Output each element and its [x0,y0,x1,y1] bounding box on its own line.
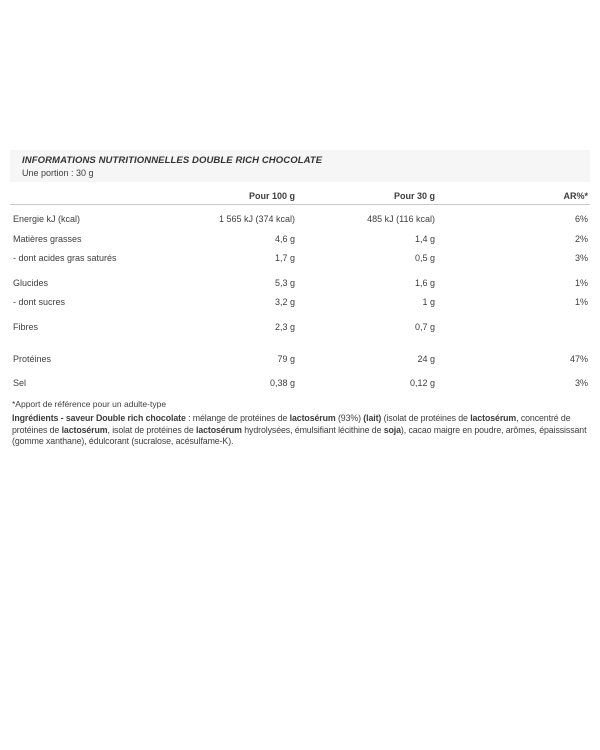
column-header-ar-percent: AR%* [563,191,588,201]
ingredient-segment-bold: soja [383,424,401,435]
cell-per100: 5,3 g [274,278,295,288]
ingredient-segment: (isolat de protéines de [381,413,471,423]
cell-per30: 24 g [417,354,435,364]
cell-label: Fibres [13,322,39,332]
cell-label: Energie kJ (kcal) [13,214,81,224]
panel-header: INFORMATIONS NUTRITIONNELLES DOUBLE RICH… [10,150,590,182]
column-header-nutrient [10,190,153,202]
cell-ar: 1% [574,297,588,307]
ingredient-segment: hydrolysées, émulsifiant lécithine de [241,424,384,435]
table-row: Protéines 79 g 24 g 47% [10,353,590,365]
reference-footnote: *Apport de référence pour un adulte-type [12,399,167,409]
table-row: Sel 0,38 g 0,12 g 3% [10,377,590,389]
cell-label: Glucides [13,278,49,288]
cell-per30: 0,5 g [414,253,435,263]
ingredient-segment: , concentré de protéines de [12,413,571,435]
ingredient-segment-bold: lactosérum [61,424,108,435]
ingredient-segment-bold: Ingrédients - saveur Double rich chocola… [12,413,186,423]
ingredient-segment: ), cacao maigre en poudre, arômes, épais… [12,424,587,447]
portion-info: Une portion : 30 g [22,168,94,178]
ingredient-segment-bold: lactosérum [195,424,242,435]
cell-per30: 1,4 g [414,234,435,244]
cell-label: - dont acides gras saturés [13,253,117,263]
cell-label: Matières grasses [13,234,82,244]
table-body: Energie kJ (kcal) 1 565 kJ (374 kcal) 485 … [10,213,590,389]
table-row: Glucides 5,3 g 1,6 g 1% [10,277,590,289]
ingredient-segment: : mélange de protéines de [185,413,290,423]
cell-ar: 2% [574,234,588,244]
cell-label: Sel [13,378,27,388]
cell-ar [435,321,590,333]
cell-per100: 79 g [277,354,295,364]
table-header-row: Pour 100 g Pour 30 g AR%* [10,182,590,205]
cell-per30: 485 kJ (116 kcal) [367,214,435,224]
ingredient-segment: , isolat de protéines de [107,424,196,435]
cell-per100: 3,2 g [274,297,295,307]
ingredient-segment-bold: lactosérum [470,413,517,423]
cell-ar: 3% [574,378,588,388]
cell-per100: 1 565 kJ (374 kcal) [218,214,295,224]
ingredient-segment-bold: lactosérum [289,413,336,423]
ingredients-text: Ingrédients - saveur Double rich chocola… [10,413,590,448]
cell-per30: 0,12 g [409,378,435,388]
panel-title: INFORMATIONS NUTRITIONNELLES DOUBLE RICH… [22,155,323,166]
table-row: - dont acides gras saturés 1,7 g 0,5 g 3% [10,252,590,264]
cell-per30: 0,7 g [414,322,435,332]
table-row: Energie kJ (kcal) 1 565 kJ (374 kcal) 485 … [10,213,590,225]
nutrition-panel: INFORMATIONS NUTRITIONNELLES DOUBLE RICH… [10,150,590,448]
cell-per100: 0,38 g [269,378,295,388]
cell-ar: 6% [574,214,588,224]
table-row: Matières grasses 4,6 g 1,4 g 2% [10,233,590,245]
cell-per30: 1,6 g [414,278,435,288]
cell-per100: 4,6 g [274,234,295,244]
cell-per100: 2,3 g [274,322,295,332]
ingredient-segment-bold: (lait) [363,413,382,423]
cell-ar: 3% [574,253,588,263]
column-header-per-30g: Pour 30 g [393,191,435,201]
cell-per100: 1,7 g [274,253,295,263]
cell-per30: 1 g [422,297,435,307]
ingredient-segment: (93%) [335,413,364,423]
table-row: - dont sucres 3,2 g 1 g 1% [10,296,590,308]
cell-label: - dont sucres [13,297,66,307]
column-header-per-100g: Pour 100 g [248,191,295,201]
nutrition-table: Pour 100 g Pour 30 g AR%* Energie kJ (kc… [10,182,590,389]
cell-ar: 1% [574,278,588,288]
table-row: Fibres 2,3 g 0,7 g [10,321,590,333]
cell-label: Protéines [13,354,52,364]
cell-ar: 47% [569,354,588,364]
